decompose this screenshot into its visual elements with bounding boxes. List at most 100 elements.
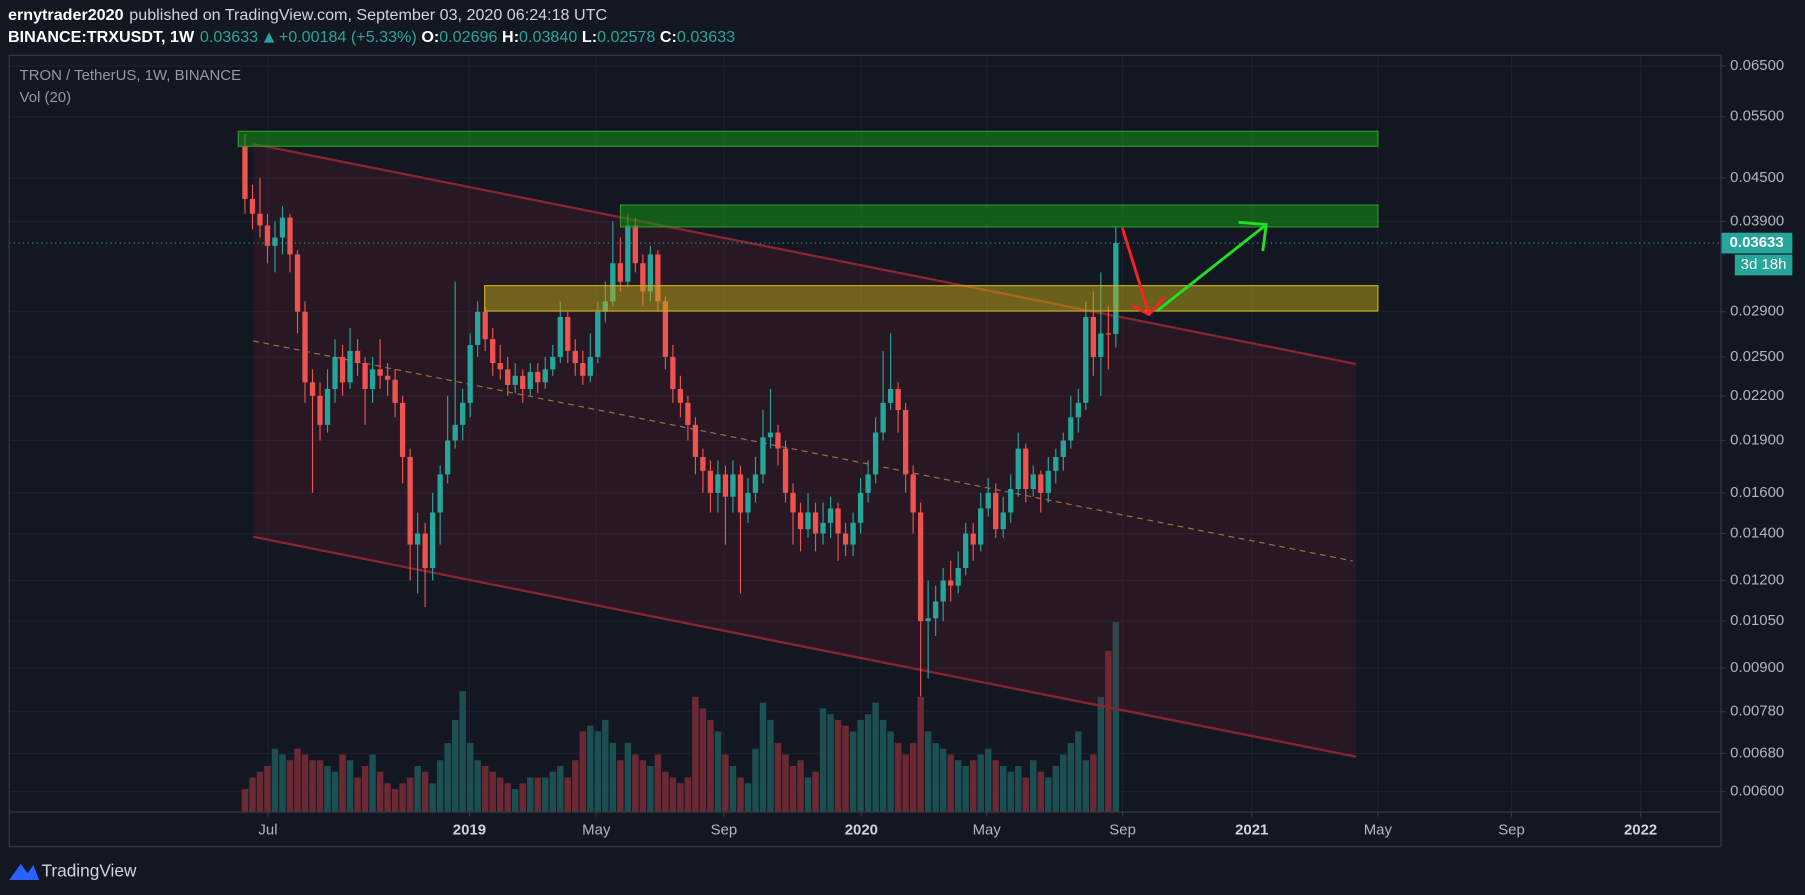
y-tick-label: 0.03900 [1730,212,1784,229]
x-tick-label: 2022 [1624,821,1657,838]
volume-bar [587,725,594,813]
candle-body [362,363,368,390]
volume-bar [1097,696,1105,813]
volume-bar [459,691,466,813]
volume-bar [1112,622,1120,813]
candle-body [445,440,451,475]
low-label: L: [582,28,597,46]
arrow-shaft [1120,227,1151,314]
symbol: BINANCE:TRXUSDT, 1W [8,28,195,46]
candle-body [933,601,939,619]
low: 0.02578 [597,28,655,46]
candle-body [490,339,496,364]
volume-bar [399,783,406,813]
candle-body [535,371,541,383]
candle-body [399,402,406,457]
volume-bar [662,771,669,813]
high: 0.03840 [519,28,577,46]
volume-bar [542,777,549,813]
volume-bar [879,719,887,813]
volume-pane [241,622,1120,813]
volume-bar [496,777,504,813]
candle-body [317,395,323,425]
y-tick-label: 0.06500 [1730,57,1784,74]
volume-bar [677,783,684,813]
volume-bar [316,760,324,813]
candle-body [963,533,969,569]
candle-body [557,317,563,357]
volume-bar [579,731,587,813]
volume-bar [752,748,759,813]
volume-bar [669,777,677,813]
resistance-zone [237,130,1379,147]
volume-bar [466,742,474,813]
candle-body [1045,470,1051,493]
x-tick-label: May [1364,821,1393,838]
candle-body [264,225,271,246]
x-tick-label: May [582,821,611,838]
candle-body [249,198,256,214]
candle-body [1068,417,1074,441]
volume-bar [827,714,834,813]
volume-bar [1090,754,1097,813]
volume-bar [744,783,752,813]
volume-bar [346,760,354,813]
volume-bar [767,719,774,813]
volume-bar [1030,760,1037,813]
volume-bar [549,771,556,813]
volume-bar [354,777,361,813]
arrow-head [1130,296,1167,317]
candle-body [1030,474,1036,490]
volume-bar [309,760,316,813]
candle-body [842,533,849,545]
volume-bar [729,765,737,813]
candle-body [610,263,616,302]
y-tick-label: 0.00780 [1730,703,1784,720]
candle-body [1038,474,1044,493]
candle-body [647,254,654,292]
candle-body [407,456,413,545]
volume-bar [834,719,842,813]
candle-body [505,369,511,385]
volume-bar [647,765,654,813]
volume-bar [481,765,489,813]
volume-bar [774,742,782,813]
candle-body [1008,489,1014,513]
candle-body [760,437,766,475]
volume-bar [789,765,797,813]
candle-body [595,311,601,357]
volume-bar [684,777,692,813]
y-tick-label: 0.01900 [1730,431,1784,448]
volume-bar [406,777,414,813]
candle-body [437,474,443,513]
candle-body [917,512,924,622]
candle-body [550,356,556,370]
header-line: ernytrader2020 published on TradingView.c… [8,6,607,24]
volume-bar [324,765,331,813]
candle-body [940,580,946,602]
candle-body [1075,402,1081,418]
volume-bar [414,765,421,813]
candle-body [730,474,736,497]
candle-body [752,474,759,493]
volume-bar [909,742,917,813]
volume-bar [692,696,699,813]
candle-body [887,389,894,403]
axes: 0.06500 0.05500 0.04500 0.03900 0.02900 0.025… [258,57,1784,839]
candle-body [910,474,916,513]
y-tick-label: 0.02500 [1730,348,1784,365]
green-arrow [1156,220,1268,313]
candle-body [1083,317,1089,403]
support-zone [484,285,1379,312]
candle-body [279,217,286,238]
candle-body [797,512,804,530]
candle-body [242,145,248,199]
volume-bar [504,783,511,813]
candle-body [1000,512,1006,530]
candle-body [767,432,774,438]
countdown: 3d 18h [1741,256,1787,273]
candle-body [617,263,623,282]
y-tick-label: 0.01200 [1730,571,1784,588]
volume-bar [842,725,849,813]
quote-line: BINANCE:TRXUSDT, 1W 0.03633 +0.00184 (+5.3… [8,28,735,46]
